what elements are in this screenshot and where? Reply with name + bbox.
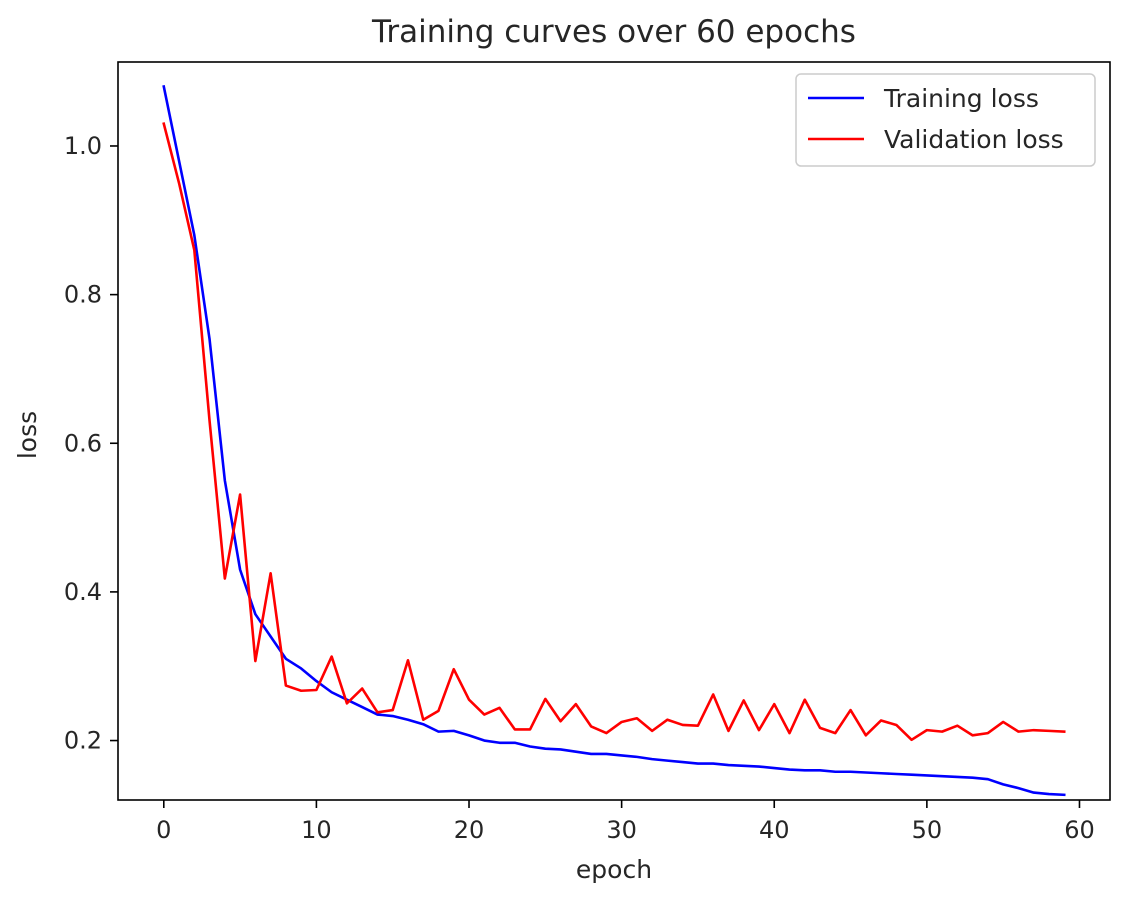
y-tick-label: 0.4 [64,578,102,606]
legend-label-validation-loss: Validation loss [884,125,1064,154]
y-tick-label: 0.6 [64,429,102,457]
legend: Training loss Validation loss [795,73,1096,167]
legend-box [795,73,1096,167]
x-tick-label: 30 [606,816,637,844]
x-tick-label: 60 [1064,816,1095,844]
y-tick-label: 0.8 [64,281,102,309]
x-tick-label: 20 [454,816,485,844]
chart-title: Training curves over 60 epochs [371,14,856,50]
series-line-training-loss [162,84,1066,797]
series-line-validation-loss [162,122,1066,742]
y-axis-label: loss [13,411,42,459]
x-axis-label: epoch [576,855,652,884]
x-tick-label: 0 [156,816,171,844]
x-tick-label: 50 [912,816,943,844]
y-tick-label: 1.0 [64,132,102,160]
y-tick-label: 0.2 [64,727,102,755]
series-lines [162,84,1066,797]
plot-frame [117,61,1111,801]
x-tick-label: 40 [759,816,790,844]
x-tick-label: 10 [301,816,332,844]
legend-label-training-loss: Training loss [883,84,1039,113]
axis-ticks: 0 10 20 30 40 50 60 0.2 0.4 0.6 0.8 1.0 [64,132,1095,844]
